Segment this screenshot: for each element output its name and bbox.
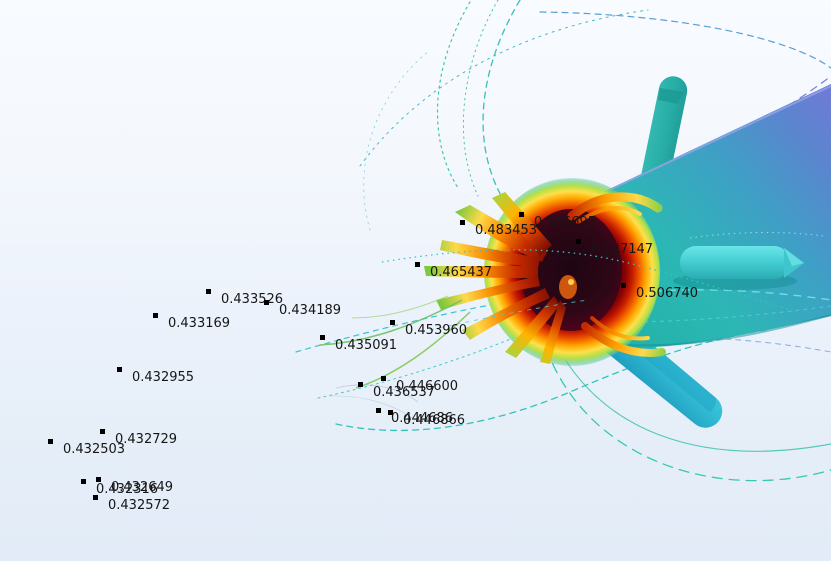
plume-arc-lower	[581, 322, 666, 357]
plume-petal	[505, 296, 560, 358]
plume-tail-faint	[335, 384, 419, 403]
streamline-arc	[436, 1, 471, 189]
nose-hot-spot	[559, 275, 577, 299]
plume-petal	[540, 300, 566, 364]
plume-petal	[424, 266, 538, 278]
plume-arc-upper-thin	[576, 205, 642, 224]
nose-hot-spot-center	[568, 279, 574, 285]
nose-hot-region	[484, 178, 660, 366]
plume-tail	[319, 299, 463, 346]
streamline-arc	[539, 11, 831, 69]
plume-petal	[492, 192, 552, 256]
streamline-arc	[429, 299, 589, 331]
plume-arc-lower-thin	[590, 316, 650, 341]
plume-petal	[455, 205, 548, 262]
streamline-arc	[462, 0, 499, 197]
streamline-arc	[381, 249, 791, 311]
streamline-arc	[359, 9, 649, 167]
plume-tail	[351, 295, 449, 319]
plume-tail-faint	[329, 395, 416, 421]
plume-streamlines	[319, 192, 666, 421]
streamline-arc	[545, 347, 831, 482]
streamline-arc	[482, 0, 521, 211]
streamline-arc	[635, 305, 831, 323]
plume-petal	[436, 276, 540, 310]
streamline-arc	[363, 49, 431, 231]
streamline-arc	[551, 335, 831, 452]
streamlines-foreground	[381, 249, 791, 331]
side-fin	[673, 246, 804, 290]
plume-petal	[462, 288, 550, 340]
plume-petal	[440, 240, 540, 268]
plume-arc-upper	[567, 192, 663, 221]
